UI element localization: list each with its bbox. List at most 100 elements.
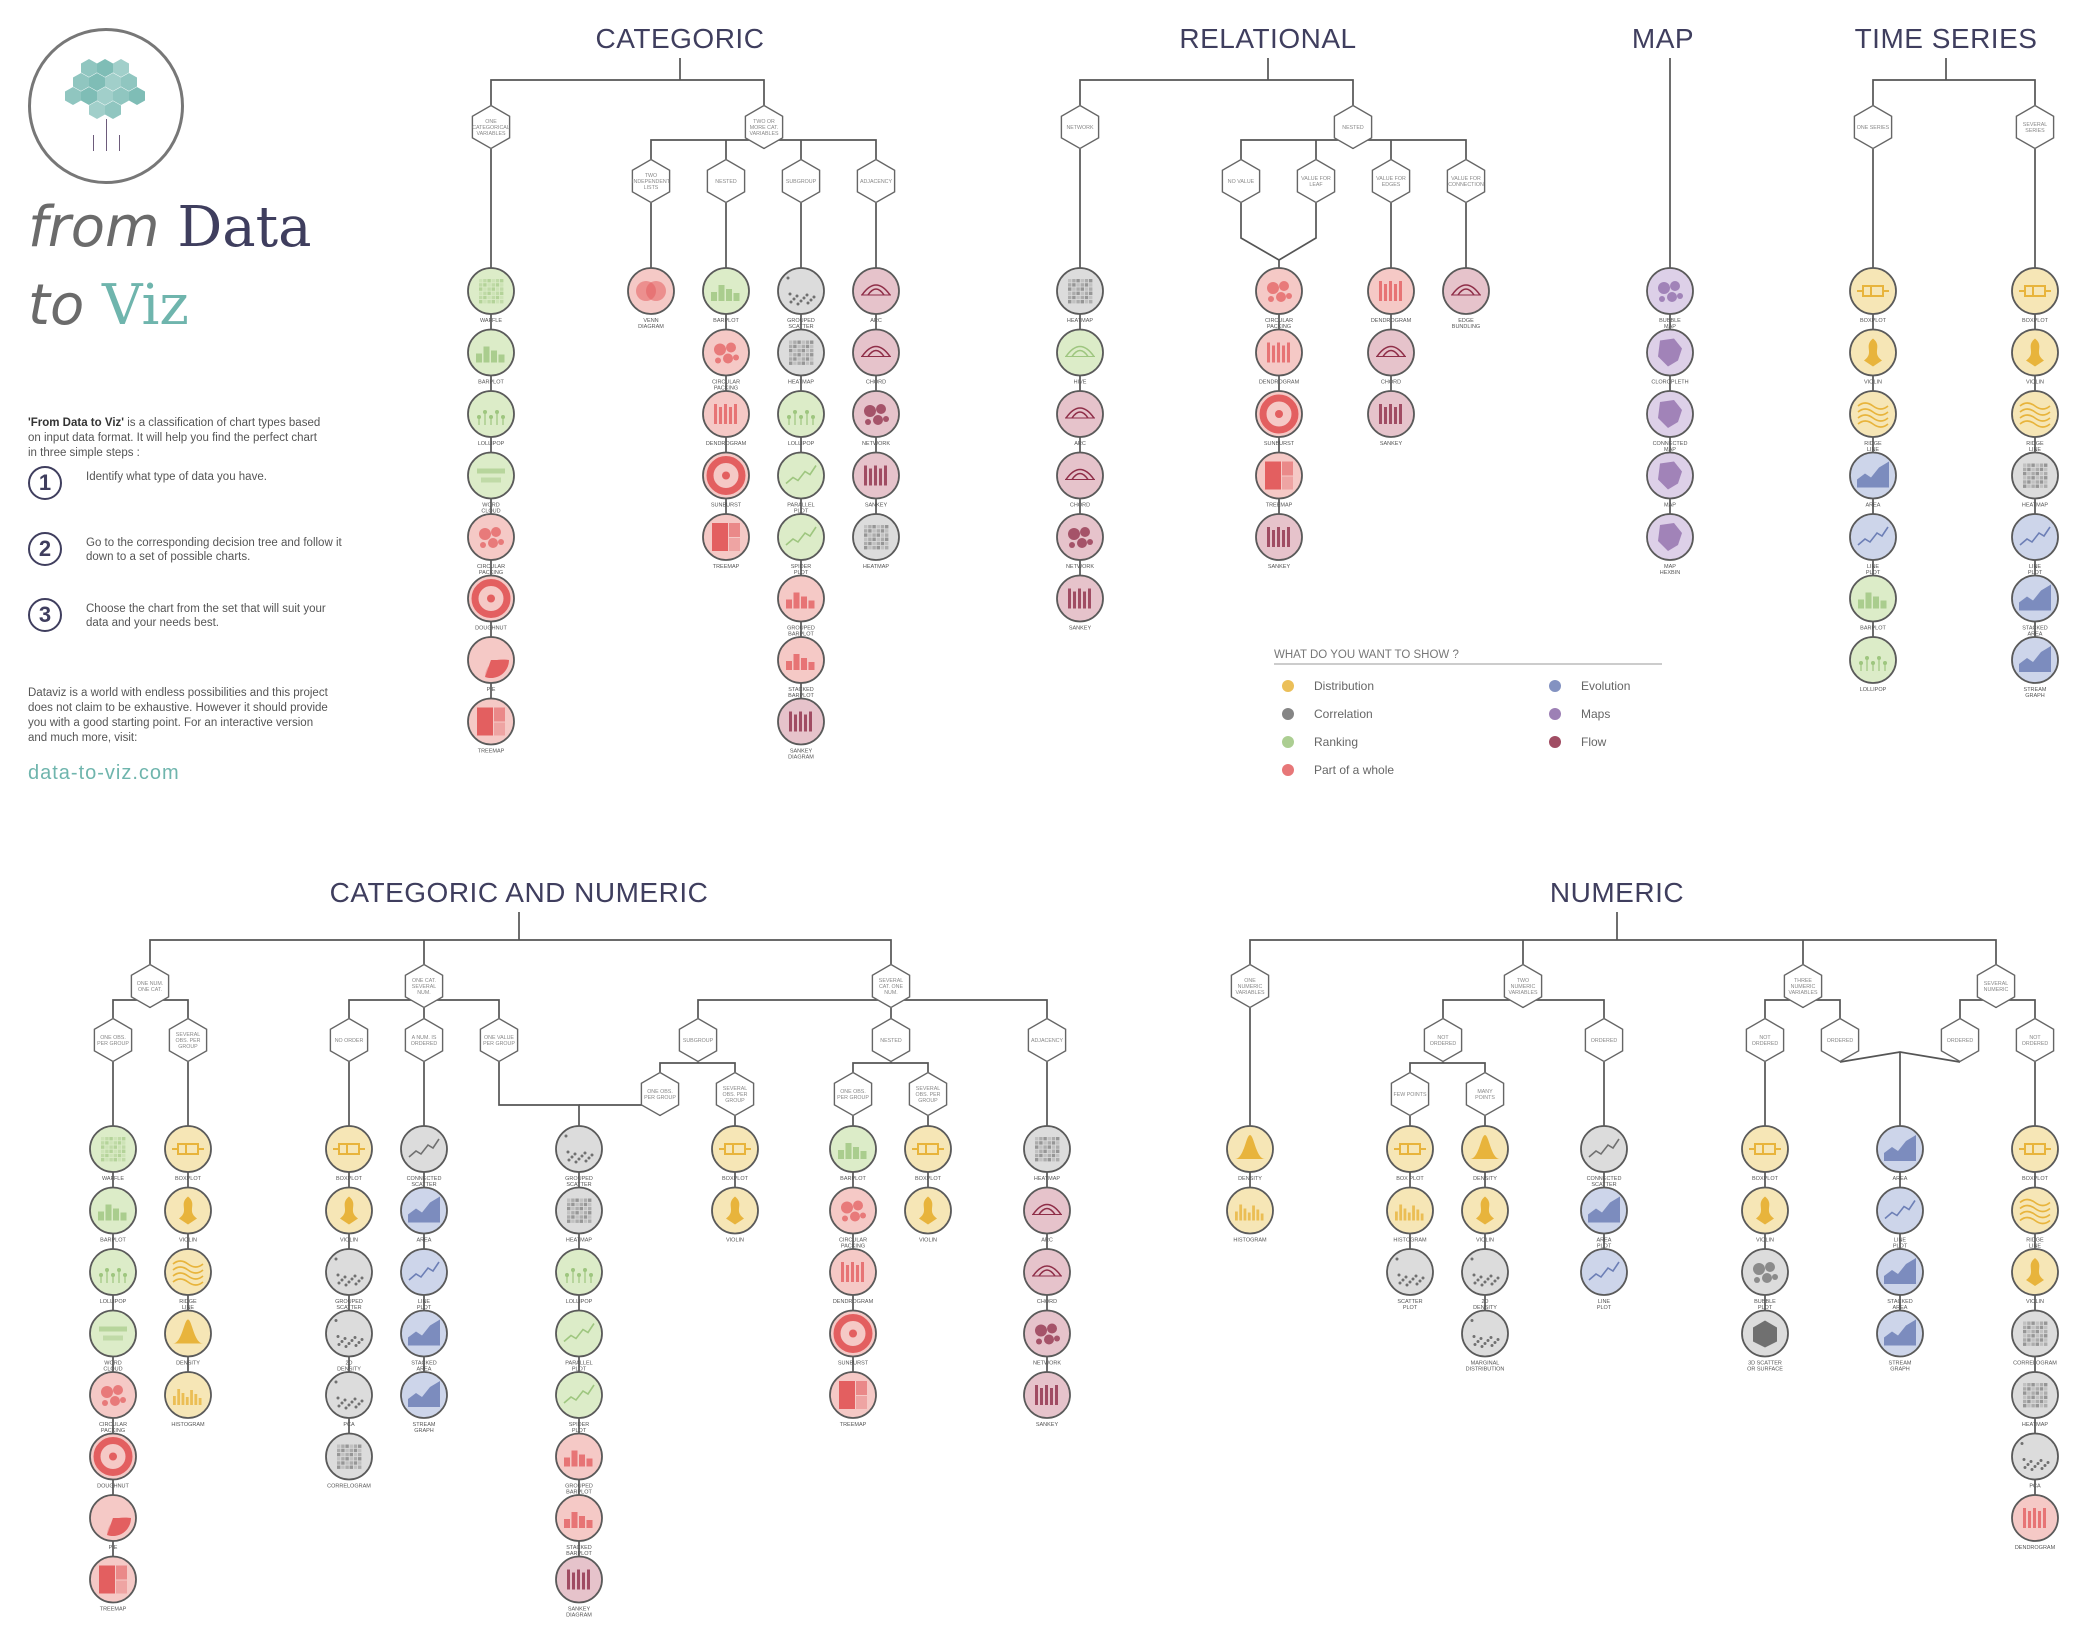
chart-node[interactable]: VIOLIN <box>1461 1186 1509 1244</box>
chart-node[interactable]: DENDROGRAM <box>1255 328 1303 386</box>
chart-node[interactable]: HISTOGRAM <box>1386 1186 1434 1244</box>
chart-node[interactable]: HEATMAP <box>555 1186 603 1244</box>
chart-node[interactable]: CLOROPLETH <box>1646 328 1694 386</box>
chart-node[interactable]: WORD CLOUD <box>89 1309 137 1373</box>
decision-node[interactable]: NETWORK <box>1060 104 1100 150</box>
chart-node[interactable]: DENSITY <box>164 1309 212 1367</box>
chart-node[interactable]: CHORD <box>1056 451 1104 509</box>
chart-node[interactable]: LOLLIPOP <box>1849 636 1897 693</box>
chart-node[interactable]: LOLLIPOP <box>555 1248 603 1305</box>
chart-node[interactable]: AREA <box>1876 1125 1924 1182</box>
decision-node[interactable]: ORDERED <box>1820 1017 1860 1063</box>
chart-node[interactable]: LINE PLOT <box>400 1248 448 1311</box>
chart-node[interactable]: RIDGE LINE <box>2011 1186 2059 1250</box>
chart-node[interactable]: VIOLIN <box>711 1186 759 1244</box>
chart-node[interactable]: VENN DIAGRAM <box>627 267 675 330</box>
chart-node[interactable]: CIRCULAR PACKING <box>829 1186 877 1250</box>
chart-node[interactable]: STACKED BARPLOT <box>555 1494 603 1557</box>
chart-node[interactable]: STACKED AREA <box>1876 1248 1924 1311</box>
chart-node[interactable]: PIE <box>89 1494 137 1551</box>
chart-node[interactable]: LOLLIPOP <box>777 390 825 447</box>
chart-node[interactable]: PIE <box>467 636 515 693</box>
decision-node[interactable]: ONE SERIES <box>1853 104 1893 150</box>
chart-node[interactable]: BARPLOT <box>467 328 515 386</box>
decision-node[interactable]: A NUM. IS ORDERED <box>404 1017 444 1063</box>
chart-node[interactable]: VIOLIN <box>2011 328 2059 386</box>
chart-node[interactable]: AREA <box>1849 451 1897 509</box>
decision-node[interactable]: NOT ORDERED <box>1745 1017 1785 1063</box>
chart-node[interactable]: ARC <box>852 267 900 324</box>
chart-node[interactable]: SPIDER PLOT <box>777 513 825 576</box>
chart-node[interactable]: BARPLOT <box>1849 574 1897 632</box>
chart-node[interactable]: HEATMAP <box>2011 1371 2059 1428</box>
chart-node[interactable]: CORRELOGRAM <box>2011 1309 2059 1367</box>
chart-node[interactable]: LINE PLOT <box>2011 513 2059 576</box>
decision-node[interactable]: ONE VALUE PER GROUP <box>479 1017 519 1063</box>
chart-node[interactable]: RIDGE LINE <box>164 1248 212 1311</box>
chart-node[interactable]: 2D DENSITY <box>1461 1248 1509 1311</box>
chart-node[interactable]: SANKEY DIAGRAM <box>555 1555 603 1619</box>
chart-node[interactable]: BARPLOT <box>89 1186 137 1244</box>
chart-node[interactable]: GROUPED SCATTER <box>555 1125 603 1188</box>
chart-node[interactable]: 3D SCATTER OR SURFACE <box>1741 1309 1789 1373</box>
chart-node[interactable]: 2D DENSITY <box>325 1309 373 1373</box>
chart-node[interactable]: BUBBLE MAP <box>1646 267 1694 330</box>
decision-node[interactable]: TWO INDEPENDENT LISTS <box>631 158 671 204</box>
chart-node[interactable]: TREEMAP <box>1255 451 1303 509</box>
chart-node[interactable]: VIOLIN <box>164 1186 212 1244</box>
chart-node[interactable]: LOLLIPOP <box>89 1248 137 1305</box>
decision-node[interactable]: NOT ORDERED <box>2015 1017 2055 1063</box>
chart-node[interactable]: CIRCULAR PACKING <box>1255 267 1303 330</box>
chart-node[interactable]: SUNBURST <box>702 451 750 509</box>
decision-node[interactable]: SEVERAL CAT. ONE NUM. <box>871 963 911 1009</box>
chart-node[interactable]: DENDROGRAM <box>702 390 750 447</box>
chart-node[interactable]: SANKEY DIAGRAM <box>777 697 825 761</box>
chart-node[interactable]: EDGE BUNDLING <box>1442 267 1490 330</box>
chart-node[interactable]: HISTOGRAM <box>1226 1186 1274 1244</box>
chart-node[interactable]: VIOLIN <box>2011 1248 2059 1305</box>
decision-node[interactable]: SEVERAL OBS. PER GROUP <box>908 1071 948 1117</box>
chart-node[interactable]: HISTOGRAM <box>164 1371 212 1428</box>
chart-node[interactable]: VIOLIN <box>1849 328 1897 386</box>
chart-node[interactable]: PARALLEL PLOT <box>555 1309 603 1373</box>
decision-node[interactable]: NOT ORDERED <box>1423 1017 1463 1063</box>
decision-node[interactable]: ORDERED <box>1584 1017 1624 1063</box>
chart-node[interactable]: BUBBLE PLOT <box>1741 1248 1789 1311</box>
chart-node[interactable]: AREA <box>400 1186 448 1244</box>
chart-node[interactable]: CIRCULAR PACKING <box>89 1371 137 1434</box>
chart-node[interactable]: DOUGHNUT <box>467 574 515 632</box>
chart-node[interactable]: LINE PLOT <box>1876 1186 1924 1250</box>
chart-node[interactable]: STACKED BARPLOT <box>777 636 825 699</box>
chart-node[interactable]: BOXPLOT <box>2011 1125 2059 1182</box>
chart-node[interactable]: NETWORK <box>852 390 900 447</box>
chart-node[interactable]: DENDROGRAM <box>829 1248 877 1305</box>
chart-node[interactable]: HIVE <box>1056 328 1104 386</box>
chart-node[interactable]: SANKEY <box>1367 390 1415 447</box>
chart-node[interactable]: BOXPLOT <box>2011 267 2059 324</box>
site-link[interactable]: data-to-viz.com <box>28 762 180 784</box>
chart-node[interactable]: VIOLIN <box>1741 1186 1789 1244</box>
decision-node[interactable]: VALUE FOR EDGES <box>1371 158 1411 204</box>
chart-node[interactable]: TREEMAP <box>89 1555 137 1613</box>
chart-node[interactable]: CHORD <box>852 328 900 386</box>
decision-node[interactable]: ONE OBS. PER GROUP <box>640 1071 680 1117</box>
chart-node[interactable]: STACKED AREA <box>400 1309 448 1373</box>
chart-node[interactable]: DENSITY <box>1226 1125 1274 1182</box>
decision-node[interactable]: VALUE FOR CONNECTION <box>1446 158 1486 204</box>
chart-node[interactable]: BARPLOT <box>829 1125 877 1182</box>
chart-node[interactable]: BOXPLOT <box>1741 1125 1789 1182</box>
chart-node[interactable]: SUNBURST <box>1255 390 1303 447</box>
chart-node[interactable]: SANKEY <box>1023 1371 1071 1428</box>
chart-node[interactable]: TREEMAP <box>467 697 515 755</box>
chart-node[interactable]: HEATMAP <box>1023 1125 1071 1182</box>
chart-node[interactable]: GROUPED SCATTER <box>325 1248 373 1311</box>
chart-node[interactable]: ARC <box>1023 1186 1071 1244</box>
decision-node[interactable]: SEVERAL OBS. PER GROUP <box>168 1017 208 1063</box>
decision-node[interactable]: ADJACENCY <box>856 158 896 204</box>
chart-node[interactable]: TREEMAP <box>702 513 750 570</box>
chart-node[interactable]: SANKEY <box>1255 513 1303 570</box>
chart-node[interactable]: TREEMAP <box>829 1371 877 1428</box>
chart-node[interactable]: CONNECTED SCATTER <box>400 1125 448 1188</box>
chart-node[interactable]: DOUGHNUT <box>89 1432 137 1490</box>
chart-node[interactable]: GROUPED SCATTER <box>777 267 825 330</box>
